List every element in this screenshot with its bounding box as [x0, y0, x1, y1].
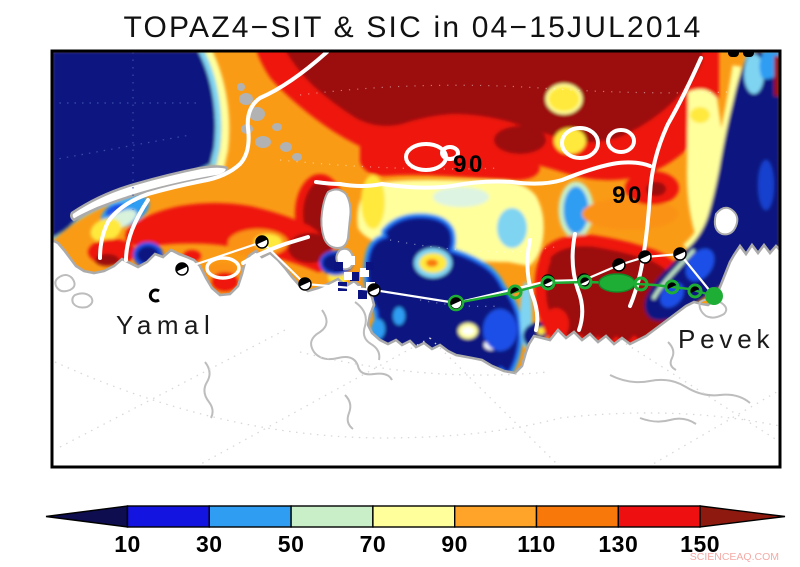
svg-text:90: 90: [441, 531, 468, 557]
svg-text:10: 10: [114, 531, 141, 557]
svg-text:150: 150: [680, 531, 720, 557]
svg-text:TOPAZ4−SIT & SIC in 04−15JUL20: TOPAZ4−SIT & SIC in 04−15JUL2014: [123, 11, 702, 44]
svg-text:90: 90: [612, 182, 644, 209]
svg-text:SCIENCEAQ.COM: SCIENCEAQ.COM: [690, 551, 779, 563]
svg-text:30: 30: [196, 531, 223, 557]
svg-text:Yamal: Yamal: [116, 310, 215, 340]
svg-text:50: 50: [278, 531, 305, 557]
svg-text:110: 110: [517, 531, 556, 557]
svg-text:Pevek: Pevek: [678, 324, 774, 354]
svg-text:90: 90: [453, 151, 485, 178]
svg-text:130: 130: [598, 531, 638, 557]
svg-text:70: 70: [360, 531, 387, 557]
